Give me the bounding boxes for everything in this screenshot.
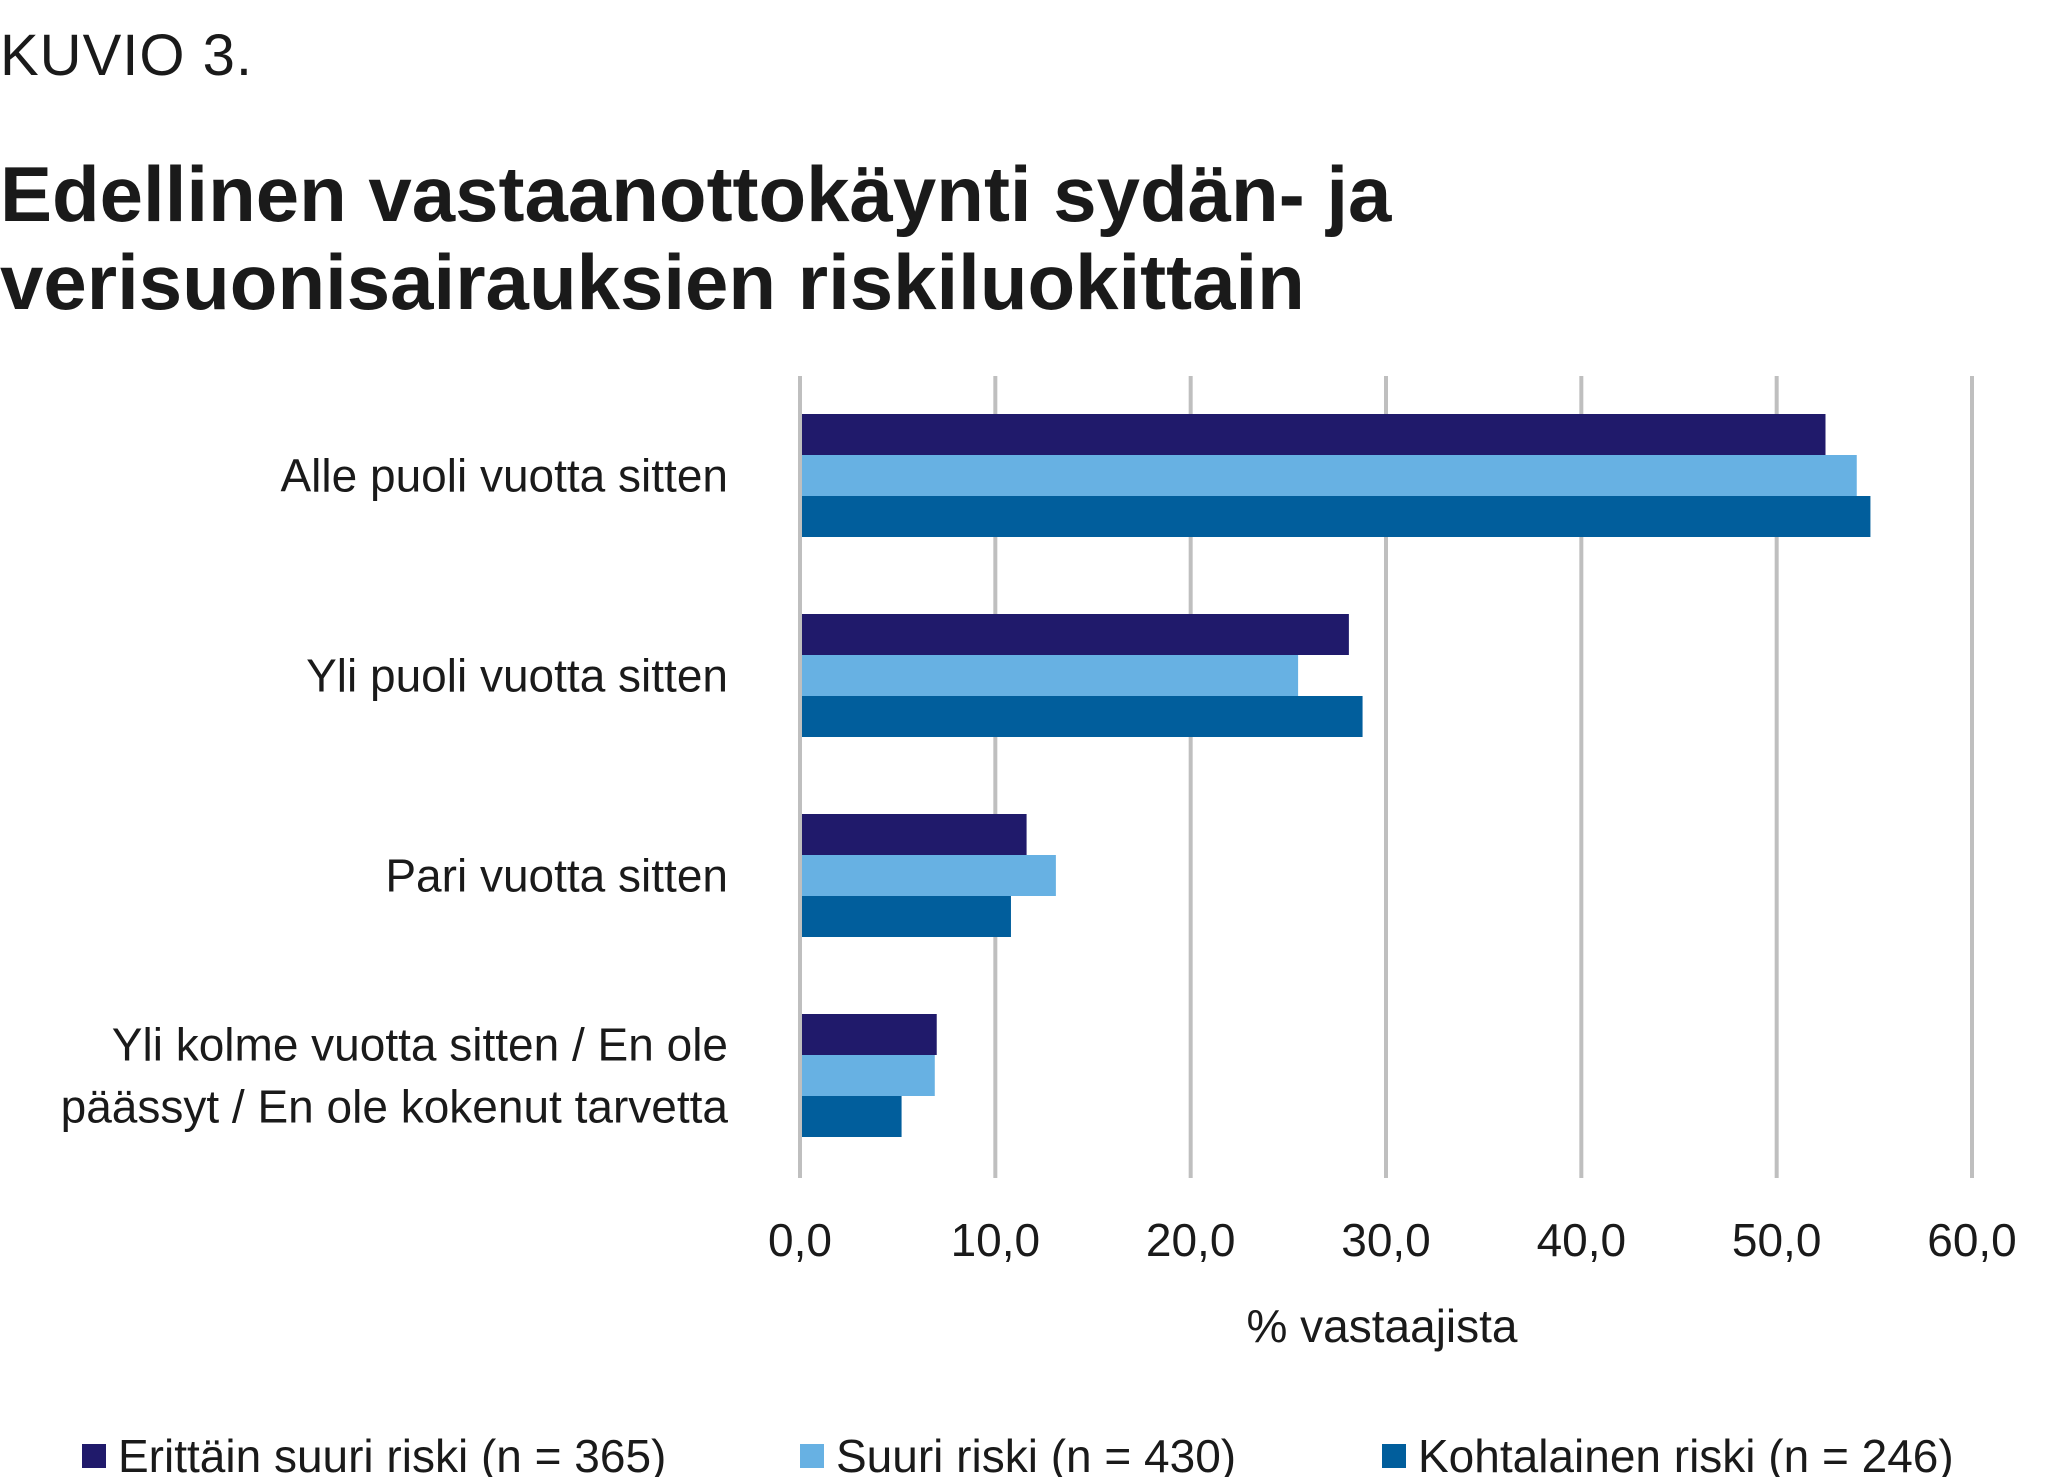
x-axis-label: % vastaajista [1246,1300,1517,1352]
x-tick-label: 40,0 [1537,1214,1627,1266]
category-label: Alle puoli vuotta sitten [281,450,729,502]
bars [802,414,1871,1137]
bar [802,655,1299,696]
x-tick-label: 10,0 [951,1214,1041,1266]
category-label: Yli kolme vuotta sitten / En ole [112,1019,728,1071]
bar [802,455,1857,496]
bar [802,1055,935,1096]
bar [802,1096,902,1137]
figure-label: KUVIO 3. [0,23,253,88]
x-tick-labels: 0,0 10,0 20,0 30,0 40,0 50,0 60,0 [768,1214,2017,1266]
x-tick-label: 30,0 [1341,1214,1431,1266]
x-tick-label: 20,0 [1146,1214,1236,1266]
legend-label: Suuri riski (n = 430) [836,1430,1236,1477]
bar [802,496,1871,537]
bar [802,614,1349,655]
legend-label: Erittäin suuri riski (n = 365) [118,1430,666,1477]
category-label: Pari vuotta sitten [385,850,728,902]
chart-title: Edellinen vastaanottokäynti sydän- ja ve… [0,150,1392,326]
bar [802,1014,937,1055]
x-tick-label: 0,0 [768,1214,832,1266]
bar [802,896,1011,937]
category-label: päässyt / En ole kokenut tarvetta [61,1081,729,1133]
x-tick-label: 60,0 [1927,1214,2017,1266]
x-tick-label: 50,0 [1732,1214,1822,1266]
category-label: Yli puoli vuotta sitten [306,650,728,702]
legend-label: Kohtalainen riski (n = 246) [1418,1430,1954,1477]
bar [802,855,1056,896]
legend-swatch [82,1444,106,1468]
bar [802,814,1027,855]
legend-swatch [800,1444,824,1468]
bar [802,696,1363,737]
bar [802,414,1826,455]
category-labels: Alle puoli vuotta sitten Yli puoli vuotta… [61,450,729,1133]
legend: Erittäin suuri riski (n = 365) Suuri risk… [82,1430,1954,1477]
legend-swatch [1382,1444,1406,1468]
